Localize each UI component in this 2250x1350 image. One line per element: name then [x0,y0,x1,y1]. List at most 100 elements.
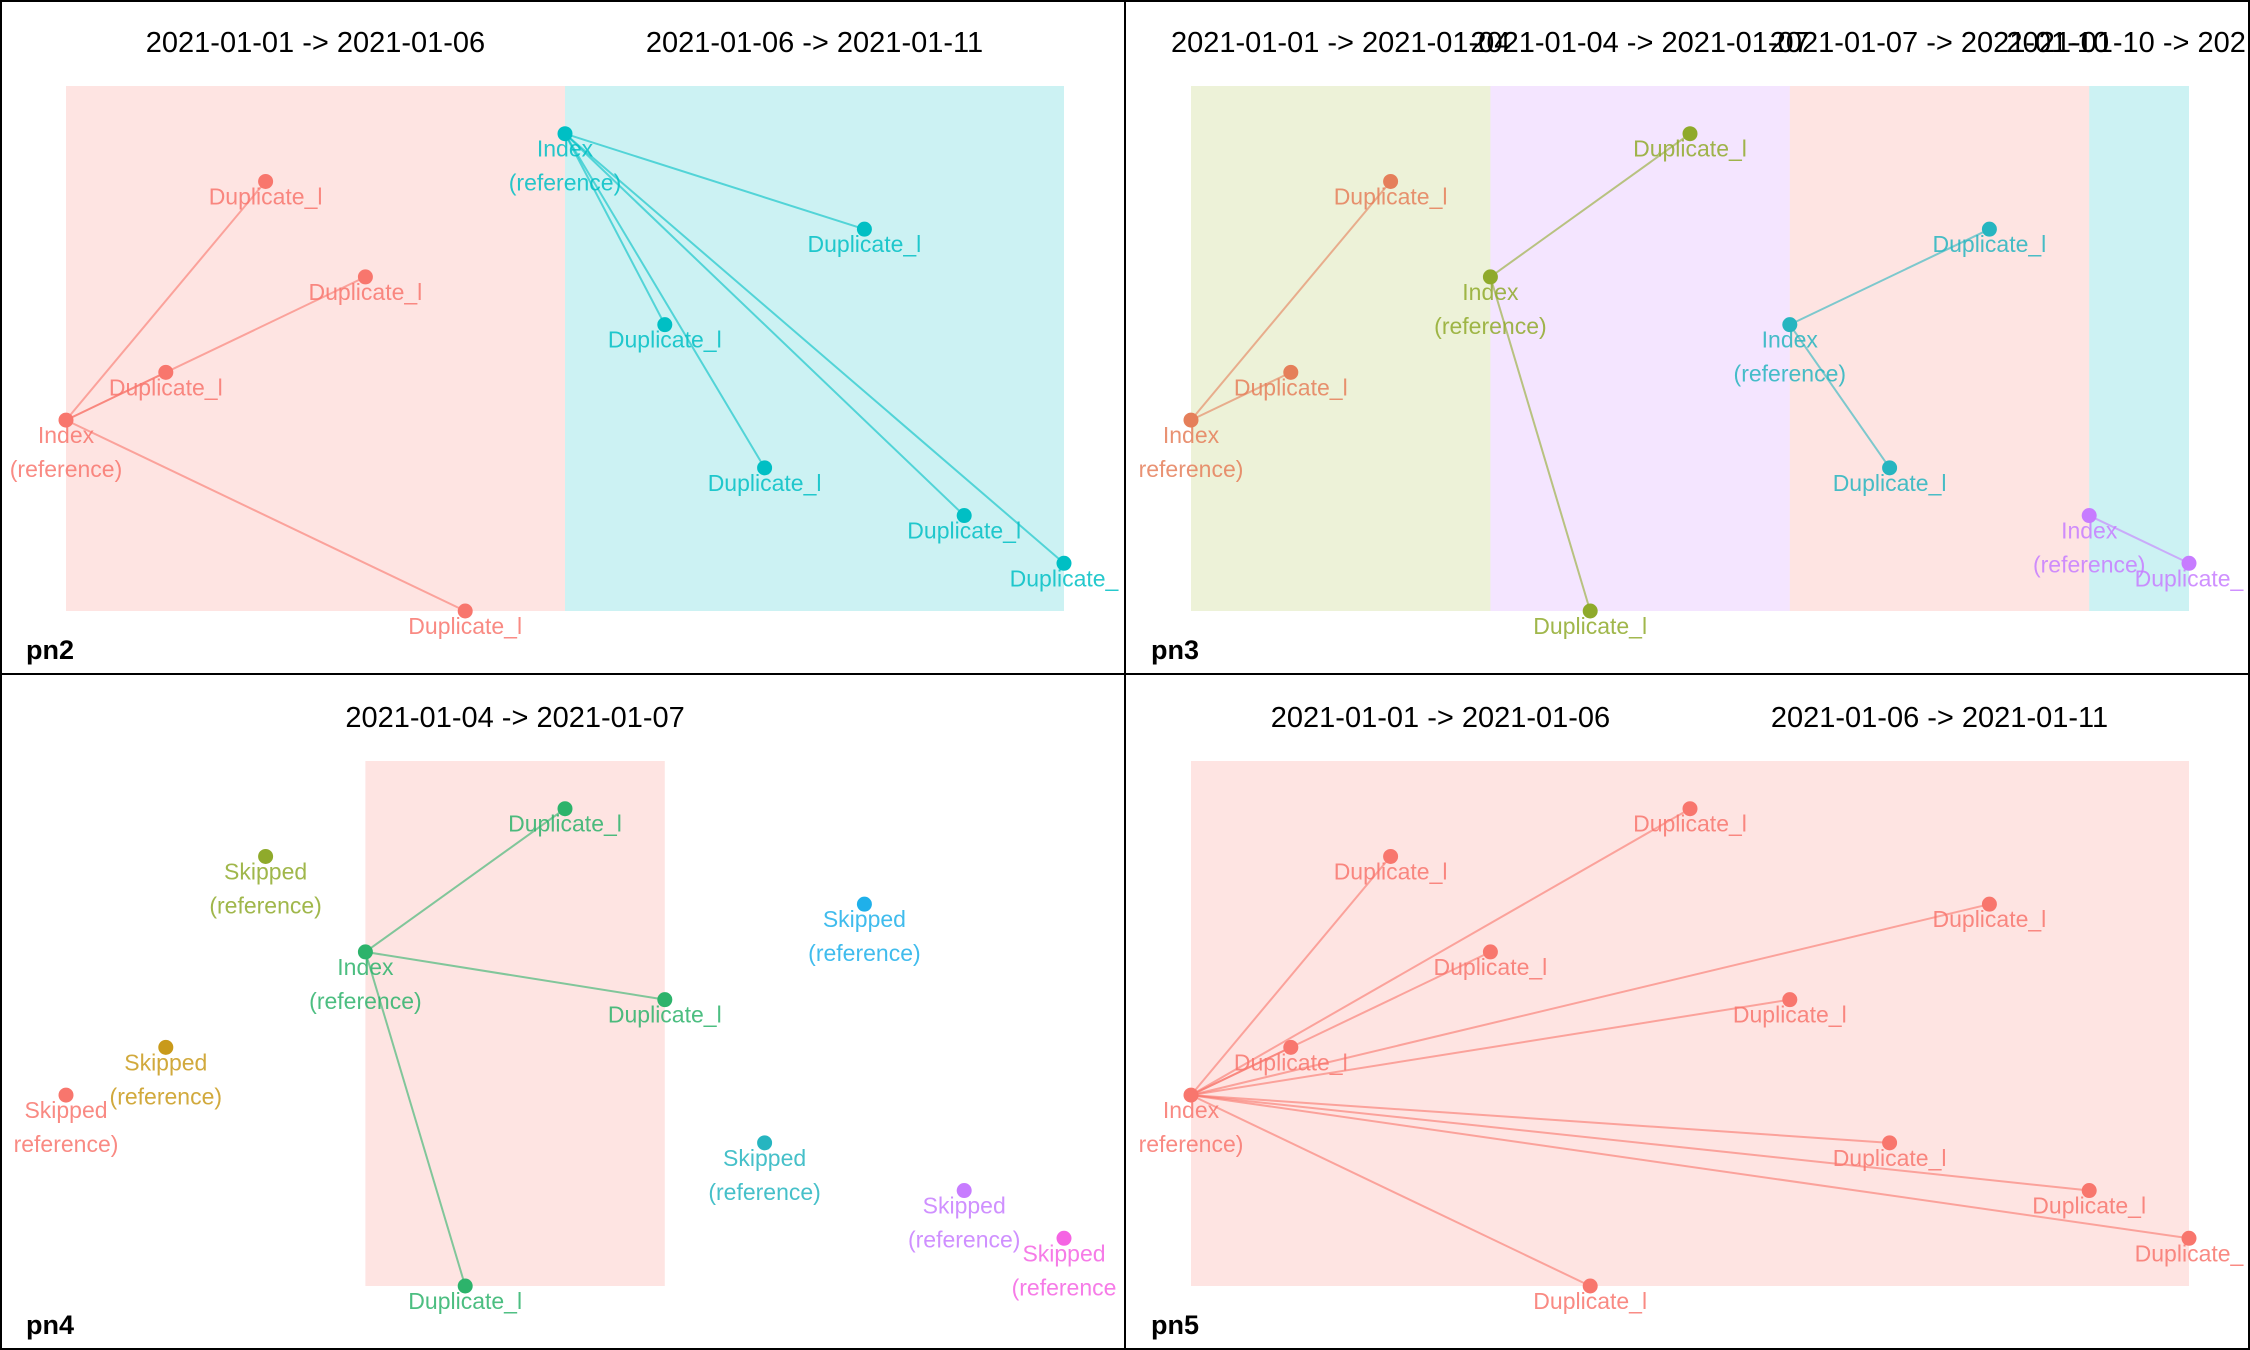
point-a1 [557,801,573,817]
point-a2 [1283,364,1299,380]
point-a1 [1682,801,1698,817]
point-label-a0: Index reference) [1139,422,1244,482]
vertical-divider [1124,0,1126,1350]
edge-a0-a2 [1190,371,1292,421]
point-b3 [757,460,773,476]
frame-right [2248,0,2250,1350]
point-label-a2: Duplicate_l [608,1002,722,1028]
point-b1 [856,221,872,237]
edge-b0-b4 [564,133,965,517]
point-a3 [457,1278,473,1294]
point-label-a8: Duplicate_l [2032,1193,2146,1219]
point-b2 [1582,603,1598,619]
period-label-1: 2021-01-04 -> 2021-01-07 [1470,27,1809,59]
panel-pn5: 2021-01-01 -> 2021-01-06 2021-01-06 -> 20… [1125,675,2250,1350]
plot-svg: 2021-01-01 -> 2021-01-06 2021-01-06 -> 20… [10,27,1120,665]
point-label-s3: Skipped reference) [14,1097,119,1157]
edge-a0-a1 [65,180,267,421]
period-band-0 [1191,761,1690,1286]
horizontal-divider [0,673,2250,675]
period-band-0 [1191,86,1491,611]
point-label-c1: Duplicate_l [1933,231,2047,257]
point-s5 [757,1135,773,1151]
point-label-a1: Duplicate_l [209,183,323,209]
point-c2 [1882,460,1898,476]
point-b0 [557,126,573,142]
edge-a0-a4 [65,419,466,612]
point-label-a0: Index (reference) [10,422,122,482]
point-label-a3: Duplicate_l [1933,906,2047,932]
point-label-b1: Duplicate_l [808,231,922,257]
panel-pn3: 2021-01-01 -> 2021-01-04 2021-01-04 -> 20… [1125,0,2250,675]
edge-a0-a7 [1190,1094,1890,1144]
edge-a0-a8 [1190,1094,2090,1192]
plot-svg: 2021-01-04 -> 2021-01-07 Index (reference)… [14,702,1117,1340]
point-label-a4: Duplicate_l [408,613,522,639]
point-a0 [1183,1087,1199,1103]
point-s3 [58,1087,74,1103]
point-label-b0: Index (reference) [1434,279,1546,339]
edge-a0-a6 [1190,1046,1292,1096]
point-label-s1: Skipped (reference) [209,858,321,918]
edge-b0-b1 [1489,132,1691,278]
edge-b0-b1 [564,132,865,231]
point-a4 [457,603,473,619]
point-a5 [1782,992,1798,1008]
point-a0 [1183,412,1199,428]
point-a3 [158,364,174,380]
point-a10 [1582,1278,1598,1294]
period-band-0 [66,86,565,611]
point-label-a6: Duplicate_l [1234,1049,1348,1075]
point-label-b1: Duplicate_l [1633,136,1747,162]
point-label-s4: Skipped (reference) [808,906,920,966]
period-label-1: 2021-01-06 -> 2021-01-11 [646,27,983,59]
panel-pn2: 2021-01-01 -> 2021-01-06 2021-01-06 -> 20… [0,0,1125,675]
edge-c0-c1 [1789,228,1990,326]
edge-b0-b5 [564,132,1065,565]
point-label-a3: Duplicate_l [109,374,223,400]
point-c1 [1981,221,1997,237]
edge-a0-a3 [1190,903,1990,1097]
point-a4 [1482,944,1498,960]
point-label-a2: Duplicate_l [1334,858,1448,884]
point-d1 [2181,555,2197,571]
point-label-b5: Duplicate_ [1010,565,1120,591]
panel-pn4: 2021-01-04 -> 2021-01-07 Index (reference)… [0,675,1125,1350]
edge-a0-a3 [65,371,167,421]
period-band-0 [365,761,665,1286]
period-label-0: 2021-01-01 -> 2021-01-06 [1271,702,1610,734]
edge-a0-a1 [364,807,566,953]
point-c0 [1782,317,1798,333]
point-a9 [2181,1230,2197,1246]
edge-b0-b3 [564,133,766,469]
point-label-c2: Duplicate_l [1833,470,1947,496]
point-label-b2: Duplicate_l [1533,613,1647,639]
point-label-c0: Index (reference) [1734,327,1846,387]
point-a1 [258,173,274,189]
point-label-b2: Duplicate_l [608,327,722,353]
point-label-a1: Duplicate_l [1633,811,1747,837]
edge-d0-d1 [2088,514,2190,565]
point-label-s5: Skipped (reference) [708,1145,820,1205]
point-label-d1: Duplicate_ [2135,565,2245,591]
edge-a0-a3 [364,951,467,1287]
period-label-0: 2021-01-01 -> 2021-01-04 [1171,27,1510,59]
point-label-a5: Duplicate_l [1733,1002,1847,1028]
point-a7 [1882,1135,1898,1151]
point-a1 [1383,173,1399,189]
point-s1 [258,848,274,864]
period-label-0: 2021-01-04 -> 2021-01-07 [345,702,684,734]
point-label-a0: Index reference) [1139,1097,1244,1157]
period-label-2: 2021-01-07 -> 2021-01-10 [1770,27,2109,59]
point-a8 [2081,1183,2097,1199]
point-s4 [856,896,872,912]
period-label-3: 2021-01-10 -> 2021- [2006,27,2250,59]
panel-tag: pn5 [1151,1310,1199,1340]
point-s2 [158,1039,174,1055]
point-label-b0: Index (reference) [509,136,621,196]
point-b4 [956,508,972,524]
edge-b0-b2 [1489,276,1592,612]
point-label-a1: Duplicate_l [1334,183,1448,209]
point-label-a7: Duplicate_l [1833,1145,1947,1171]
